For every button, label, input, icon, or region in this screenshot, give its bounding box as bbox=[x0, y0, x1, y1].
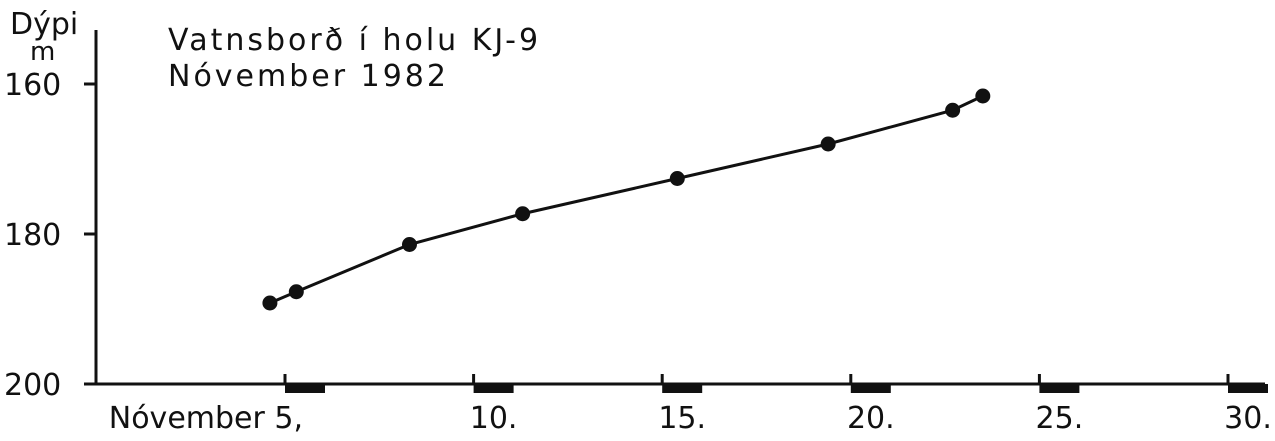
data-point-2 bbox=[401, 237, 417, 252]
x-tick-label-2: 15. bbox=[658, 401, 706, 436]
x-tick-bar-4 bbox=[1039, 384, 1080, 393]
x-tick-bar-2 bbox=[662, 384, 703, 393]
y-tick-label-1: 180 bbox=[4, 218, 61, 253]
x-tick-bar-0 bbox=[285, 384, 325, 393]
x-tick-bar-5 bbox=[1228, 384, 1268, 393]
x-tick-label-4: 25. bbox=[1036, 401, 1084, 436]
y-tick-label-2: 200 bbox=[4, 368, 61, 403]
chart-subtitle: Nóvember 1982 bbox=[168, 59, 449, 94]
data-point-5 bbox=[820, 136, 836, 152]
series-line-0 bbox=[269, 94, 984, 305]
data-point-1 bbox=[288, 284, 304, 300]
x-tick-bar-1 bbox=[473, 384, 514, 393]
x-tick-label-5: 30. bbox=[1224, 401, 1272, 436]
x-tick-bar-3 bbox=[850, 384, 891, 393]
data-point-6 bbox=[945, 102, 961, 118]
y-axis-label: Dýpi bbox=[10, 7, 78, 42]
data-point-7 bbox=[975, 88, 991, 104]
y-axis-unit: m bbox=[30, 37, 55, 67]
chart-title: Vatnsborð í holu KJ-9 bbox=[168, 23, 541, 58]
x-ticks: Nóvember 5, 10. 15. 20. 25. 30. bbox=[109, 374, 1272, 436]
x-tick-label-0: Nóvember 5, bbox=[109, 401, 303, 436]
y-ticks: 160 180 200 bbox=[4, 68, 96, 403]
x-tick-label-3: 20. bbox=[847, 401, 895, 436]
data-point-4 bbox=[669, 171, 685, 186]
series bbox=[262, 88, 991, 311]
data-point-0 bbox=[262, 295, 278, 311]
x-tick-label-1: 10. bbox=[470, 401, 518, 436]
y-tick-label-0: 160 bbox=[4, 68, 61, 103]
data-point-3 bbox=[515, 206, 531, 222]
